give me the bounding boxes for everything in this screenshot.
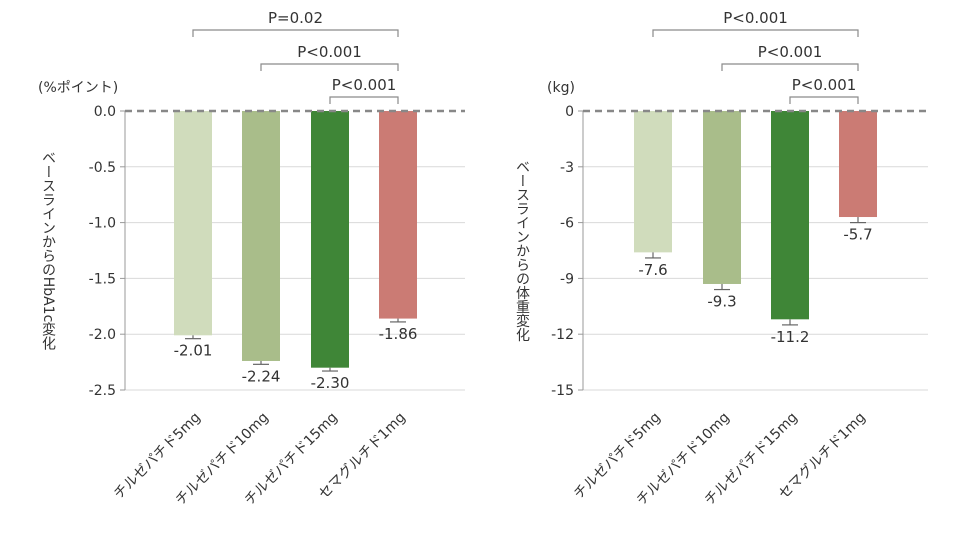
bar — [703, 111, 741, 284]
p-value-label: P<0.001 — [758, 43, 823, 61]
bar — [242, 111, 280, 361]
unit-label: (kg) — [547, 80, 575, 96]
p-value-label: P<0.001 — [792, 76, 857, 94]
bar — [771, 111, 809, 320]
y-tick-label: -3 — [560, 160, 574, 176]
significance-bracket — [652, 29, 859, 37]
significance-bracket — [721, 63, 859, 71]
significance-bracket — [260, 63, 399, 71]
y-tick-label: -6 — [560, 216, 574, 232]
p-value-label: P<0.001 — [332, 76, 397, 94]
data-label: -7.6 — [638, 261, 667, 279]
y-tick-label: -2.0 — [89, 327, 116, 343]
unit-label: (%ポイント) — [38, 80, 118, 96]
significance-bracket — [329, 96, 399, 104]
p-value-label: P<0.001 — [723, 9, 788, 27]
p-value-label: P=0.02 — [268, 9, 323, 27]
y-tick-label: 0 — [565, 104, 574, 120]
y-tick-label: 0.0 — [94, 104, 116, 120]
significance-bracket — [789, 96, 859, 104]
significance-bracket — [192, 29, 399, 37]
y-tick-label: -1.5 — [89, 271, 116, 287]
y-tick-label: -9 — [560, 271, 574, 287]
y-tick-label: -1.0 — [89, 216, 116, 232]
y-axis-title: ベースラインからの体重変化 — [514, 160, 530, 343]
chart-panel-1: 0.0 -0.5 -1.0 -1.5 -2.0 -2.5 (%ポイント) ベースラインからのH… — [38, 9, 465, 509]
p-value-label: P<0.001 — [297, 43, 362, 61]
bar — [311, 111, 349, 368]
y-axis-title: ベースラインからのHbA1c変化 — [40, 151, 56, 352]
data-label: -2.30 — [311, 374, 350, 392]
y-tick-label: -0.5 — [89, 160, 116, 176]
data-label: -5.7 — [843, 226, 872, 244]
data-label: -9.3 — [707, 293, 736, 311]
y-tick-label: -15 — [551, 383, 574, 399]
chart-panel-2: 0-3-6-9-12-15(kg)ベースラインからの体重変化 -7.6チルゼパチド… — [514, 9, 928, 509]
bar — [174, 111, 212, 336]
bar — [379, 111, 417, 319]
data-label: -2.24 — [242, 367, 281, 385]
bar — [634, 111, 672, 253]
data-label: -1.86 — [379, 325, 418, 343]
y-tick-label: -12 — [551, 327, 574, 343]
y-tick-label: -2.5 — [89, 383, 116, 399]
data-label: -2.01 — [174, 342, 213, 360]
data-label: -11.2 — [771, 328, 810, 346]
bar — [839, 111, 877, 218]
